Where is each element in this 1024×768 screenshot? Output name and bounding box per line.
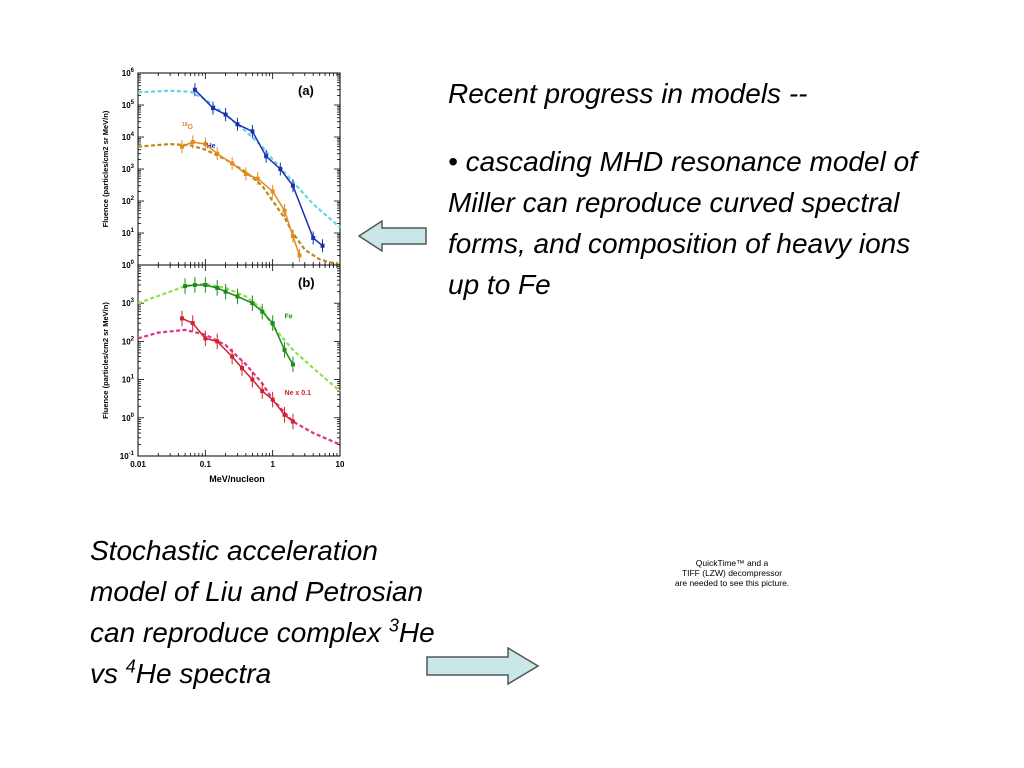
data-point [260, 309, 265, 314]
caption-line-3-pre: can reproduce complex [90, 617, 389, 648]
data-point [215, 151, 220, 156]
data-point [230, 161, 235, 166]
data-point [203, 336, 208, 341]
panel-label: (a) [298, 83, 314, 98]
caption-text: Stochastic acceleration model of Liu and… [90, 530, 550, 694]
data-point [255, 176, 260, 181]
data-point [190, 139, 195, 144]
data-point [311, 235, 316, 240]
quicktime-line-2: TIFF (LZW) decompressor [681, 568, 783, 578]
data-point [290, 183, 295, 188]
caption-line-2: model of Liu and Petrosian [90, 576, 424, 607]
data-point [183, 284, 188, 289]
x-axis-label: MeV/nucleon [209, 474, 265, 484]
caption-line-3-post: He [398, 617, 435, 648]
data-point [320, 243, 325, 248]
x-tick-label: 0.01 [130, 460, 146, 469]
model-curve [137, 282, 341, 392]
series-label: Fe [285, 313, 293, 320]
data-series-line [194, 89, 323, 247]
quicktime-line-1: QuickTime™ and a [695, 558, 769, 568]
y-tick-label: 102 [122, 336, 135, 346]
data-point [270, 397, 275, 402]
panel-label: (b) [298, 275, 315, 290]
x-tick-label: 0.1 [200, 460, 212, 469]
data-point [235, 122, 240, 127]
data-series-line [181, 141, 301, 256]
series-label: Ne x 0.1 [285, 390, 312, 397]
model-curve [137, 142, 341, 267]
caption-line-4-post: He spectra [135, 658, 272, 689]
data-point [282, 347, 287, 352]
x-tick-label: 1 [270, 460, 275, 469]
y-tick-label: 103 [122, 298, 135, 308]
data-point [192, 282, 197, 287]
data-point [250, 377, 255, 382]
model-curve [137, 328, 341, 446]
data-point [215, 285, 220, 290]
data-point [290, 234, 295, 239]
bullet-text: • cascading MHD resonance model of Mille… [448, 146, 917, 300]
data-point [215, 339, 220, 344]
data-point [203, 142, 208, 147]
data-point [250, 301, 255, 306]
data-point [260, 389, 265, 394]
y-tick-label: 101 [122, 375, 135, 385]
data-point [190, 321, 195, 326]
quicktime-line-3: are needed to see this picture. [674, 578, 790, 588]
y-tick-label: 100 [122, 260, 135, 270]
y-tick-label: 103 [122, 164, 135, 174]
y-tick-label: 105 [122, 100, 135, 110]
data-point [239, 366, 244, 371]
caption-line-4-sup: 4 [125, 656, 136, 677]
y-axis-label: Fluence (particles/cm2 sr MeV/n) [101, 302, 110, 419]
model-curve [137, 89, 341, 229]
y-axis-label: Fluence (particles/cm2 sr MeV/n) [101, 110, 110, 227]
x-tick-label: 10 [336, 460, 345, 469]
data-point [243, 171, 248, 176]
panel-b: 10-1 100 101 102 103 0.01 0.1 1 10 Fluence (parti… [101, 264, 345, 469]
y-tick-label: 104 [122, 132, 135, 142]
data-point [264, 154, 269, 159]
caption-line-3-sup: 3 [388, 615, 399, 636]
right-arrow [426, 647, 540, 685]
y-tick-label: 106 [122, 68, 135, 78]
data-point [223, 289, 228, 294]
data-point [203, 282, 208, 287]
caption-line-4-pre: vs [90, 658, 126, 689]
data-point [223, 112, 228, 117]
slide-heading: Recent progress in models -- [448, 78, 808, 109]
caption-line-1: Stochastic acceleration [90, 535, 378, 566]
data-point [192, 87, 197, 92]
data-point [179, 144, 184, 149]
data-point [235, 294, 240, 299]
data-point [211, 106, 216, 111]
data-point [230, 354, 235, 359]
data-point [282, 208, 287, 213]
y-tick-label: 101 [122, 228, 135, 238]
series-label: 18O [182, 122, 194, 131]
y-tick-label: 100 [122, 413, 135, 423]
data-point [282, 412, 287, 417]
data-point [290, 362, 295, 367]
plot-frame [137, 264, 341, 457]
data-point [290, 419, 295, 424]
quicktime-placeholder: QuickTime™ and a TIFF (LZW) decompressor… [662, 558, 802, 588]
panel-a: 100 101 102 103 104 105 106 Fluence (particles/… [101, 68, 341, 270]
y-tick-label: 10-1 [120, 451, 135, 461]
data-point [250, 129, 255, 134]
data-point [297, 253, 302, 258]
data-point [179, 316, 184, 321]
data-point [278, 167, 283, 171]
data-point [270, 189, 275, 194]
y-tick-label: 102 [122, 196, 135, 206]
data-point [270, 321, 275, 326]
left-arrow [358, 220, 427, 252]
